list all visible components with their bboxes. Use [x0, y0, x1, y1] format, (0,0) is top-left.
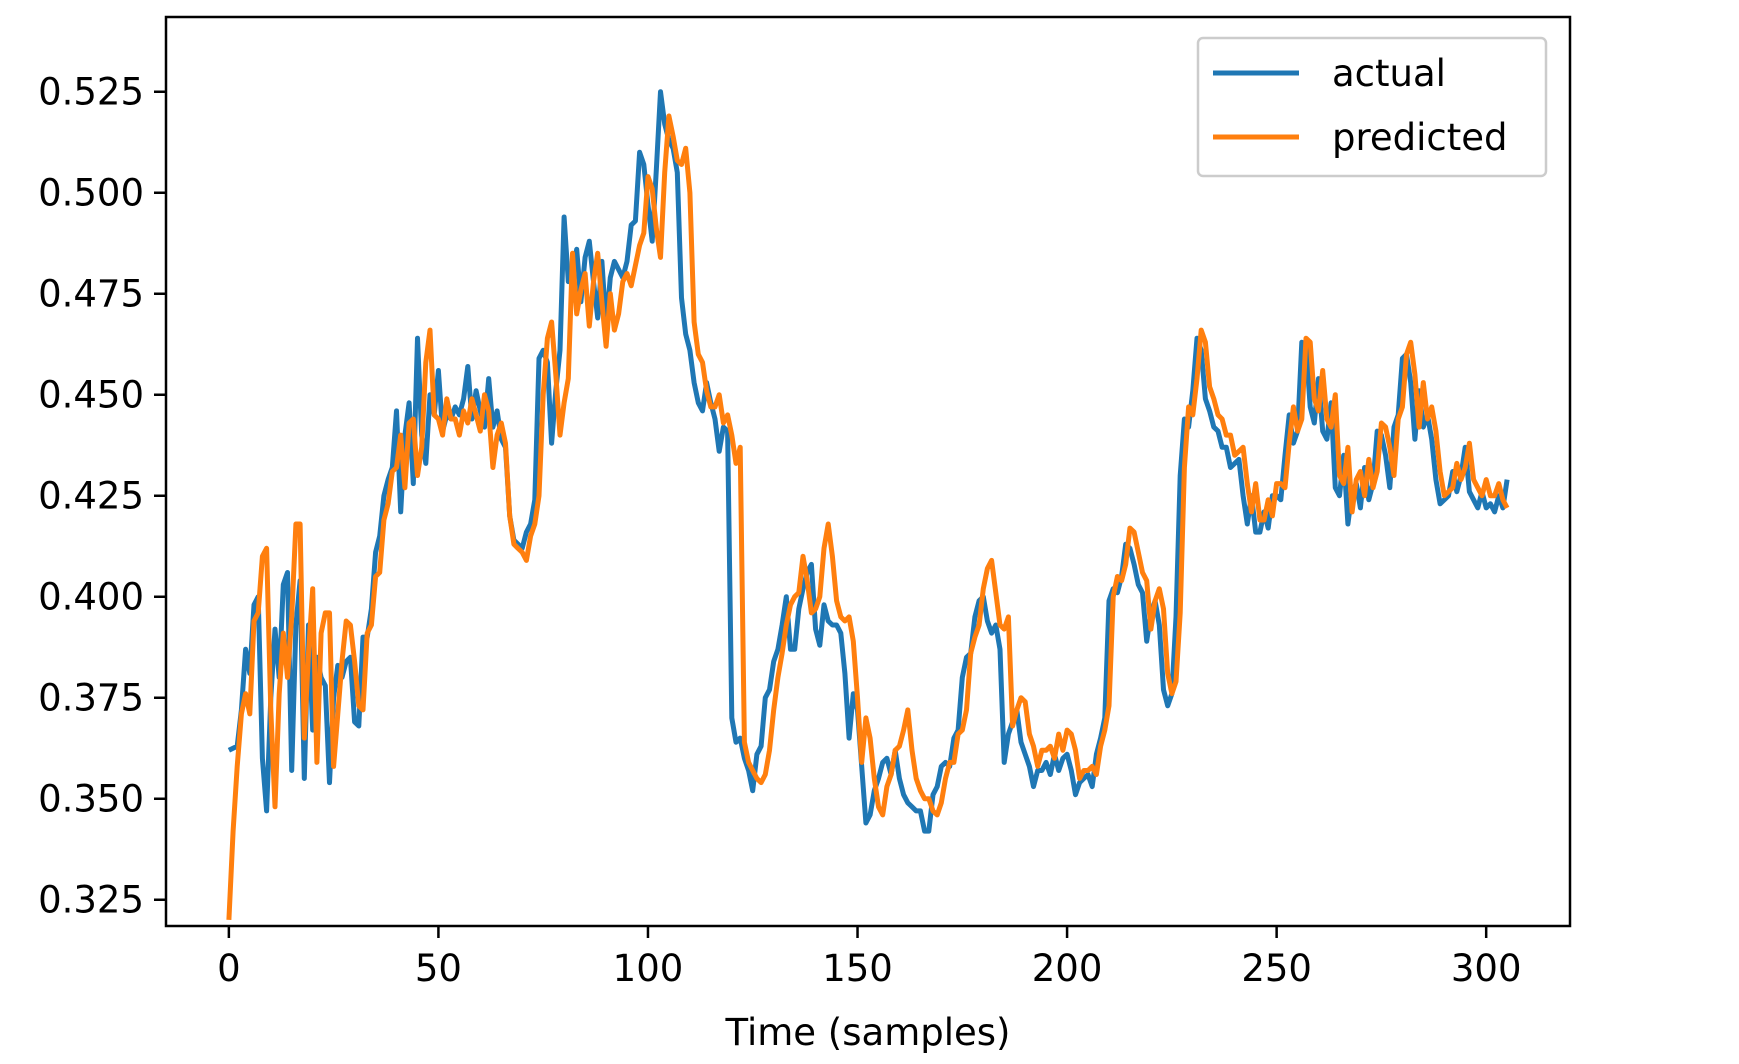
x-tick-label: 50 [415, 947, 462, 990]
x-tick-label: 200 [1032, 947, 1103, 990]
y-tick-label: 0.400 [38, 576, 144, 619]
y-tick-label: 0.325 [38, 879, 144, 922]
plot-frame [164, 15, 1572, 928]
legend-label-predicted: predicted [1332, 116, 1508, 159]
series-line-predicted [226, 113, 1510, 921]
y-tick-label: 0.425 [38, 475, 144, 518]
y-tick-label: 0.500 [38, 172, 144, 215]
series-layer [226, 89, 1510, 921]
x-tick-label: 0 [217, 947, 241, 990]
y-tick-label: 0.350 [38, 778, 144, 821]
x-axis: 0 50 100 150 200 250 300 [217, 926, 1521, 990]
y-tick-label: 0.450 [38, 374, 144, 417]
x-tick-label: 250 [1241, 947, 1312, 990]
x-tick-label: 300 [1451, 947, 1522, 990]
legend-label-actual: actual [1332, 52, 1446, 95]
y-axis: 0.325 0.350 0.375 0.400 0.425 0.450 0.475 0.500… [38, 71, 166, 922]
y-tick-label: 0.475 [38, 273, 144, 316]
x-tick-label: 150 [822, 947, 893, 990]
y-tick-label: 0.525 [38, 71, 144, 114]
y-tick-label: 0.375 [38, 677, 144, 720]
legend: actual predicted [1196, 36, 1548, 178]
x-axis-label: Time (samples) [725, 1011, 1011, 1054]
x-tick-label: 100 [613, 947, 684, 990]
